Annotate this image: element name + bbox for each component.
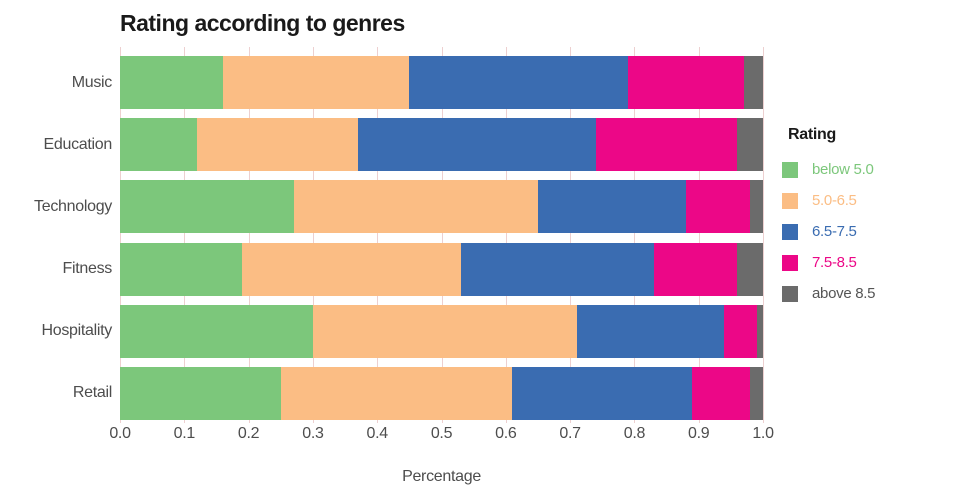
bar-segment-education-below-5-0 bbox=[120, 118, 198, 172]
bar-row-music bbox=[120, 56, 763, 109]
gridline-0.9 bbox=[698, 47, 700, 423]
bar-segment-fitness-7-5-8-5 bbox=[653, 242, 738, 296]
x-tick-0.9: 0.9 bbox=[688, 425, 710, 442]
chart-title: Rating according to genres bbox=[120, 10, 405, 36]
legend-swatch-above-8-5 bbox=[782, 285, 798, 302]
legend: Rating below 5.0 5.0-6.5 6.5-7.5 7.5-8.5 abo… bbox=[780, 126, 955, 309]
legend-item-below-5-0: below 5.0 bbox=[780, 154, 955, 185]
legend-label-7-5-8-5: 7.5-8.5 bbox=[812, 254, 857, 271]
gridline-0.5 bbox=[441, 47, 443, 423]
bar-segment-music-above-8-5 bbox=[743, 56, 763, 109]
bar-segment-fitness-above-8-5 bbox=[737, 242, 763, 296]
bar-segment-retail-7-5-8-5 bbox=[692, 366, 751, 420]
x-tick-0.2: 0.2 bbox=[237, 425, 260, 442]
bar-segment-technology-6-5-7-5 bbox=[537, 180, 686, 234]
bar-row-fitness bbox=[120, 242, 763, 296]
x-tick-1.0: 1.0 bbox=[752, 425, 774, 442]
gridline-0.2 bbox=[248, 47, 250, 423]
bar-segment-music-6-5-7-5 bbox=[409, 56, 628, 109]
x-tick-0.8: 0.8 bbox=[623, 425, 646, 442]
legend-swatch-5-0-6-5 bbox=[782, 192, 798, 209]
x-tick-0.7: 0.7 bbox=[559, 425, 581, 442]
bar-segment-hospitality-below-5-0 bbox=[120, 304, 313, 358]
y-label-fitness: Fitness bbox=[62, 260, 113, 277]
gridline-1.0 bbox=[763, 47, 764, 423]
bar-row-technology bbox=[120, 180, 763, 234]
bar-segment-education-5-0-6-5 bbox=[197, 118, 358, 172]
gridline-0.1 bbox=[184, 47, 186, 423]
bar-segment-hospitality-above-8-5 bbox=[756, 304, 763, 358]
x-tick-0.5: 0.5 bbox=[430, 425, 453, 442]
legend-items: below 5.0 5.0-6.5 6.5-7.5 7.5-8.5 above 8.5 bbox=[780, 154, 955, 309]
bar-segment-technology-below-5-0 bbox=[120, 180, 294, 234]
legend-label-above-8-5: above 8.5 bbox=[812, 285, 876, 302]
bar-row-education bbox=[120, 118, 763, 172]
legend-label-below-5-0: below 5.0 bbox=[812, 161, 874, 178]
legend-item-6-5-7-5: 6.5-7.5 bbox=[780, 216, 955, 247]
legend-title: Rating bbox=[788, 126, 836, 143]
x-tick-0.4: 0.4 bbox=[366, 425, 389, 442]
bar-segment-fitness-6-5-7-5 bbox=[460, 242, 654, 296]
bar-segment-education-above-8-5 bbox=[737, 118, 763, 172]
bar-segment-retail-above-8-5 bbox=[750, 366, 763, 420]
x-tick-0.0: 0.0 bbox=[109, 425, 131, 442]
plot-area bbox=[120, 47, 764, 423]
bar-segment-music-below-5-0 bbox=[120, 56, 223, 109]
gridline-0.0 bbox=[120, 47, 121, 423]
gridline-0.7 bbox=[570, 47, 572, 423]
bar-segment-technology-7-5-8-5 bbox=[685, 180, 751, 234]
y-label-education: Education bbox=[43, 135, 113, 153]
bar-row-retail bbox=[120, 366, 763, 420]
bar-segment-retail-5-0-6-5 bbox=[280, 366, 513, 420]
legend-label-5-0-6-5: 5.0-6.5 bbox=[812, 192, 857, 209]
bar-segment-music-7-5-8-5 bbox=[627, 56, 744, 109]
x-tick-0.3: 0.3 bbox=[302, 425, 324, 442]
bar-segment-hospitality-6-5-7-5 bbox=[576, 304, 725, 358]
y-label-music: Music bbox=[71, 73, 113, 91]
bar-segment-hospitality-7-5-8-5 bbox=[724, 304, 757, 358]
bar-segment-technology-above-8-5 bbox=[750, 180, 763, 234]
legend-item-above-8-5: above 8.5 bbox=[780, 278, 955, 309]
bar-segment-retail-below-5-0 bbox=[120, 366, 281, 420]
legend-swatch-below-5-0 bbox=[782, 161, 798, 178]
x-tick-0.1: 0.1 bbox=[173, 425, 196, 442]
bar-segment-music-5-0-6-5 bbox=[222, 56, 410, 109]
bar-segment-technology-5-0-6-5 bbox=[293, 180, 538, 234]
bar-segment-hospitality-5-0-6-5 bbox=[312, 304, 577, 358]
y-label-hospitality: Hospitality bbox=[41, 322, 112, 340]
legend-label-6-5-7-5: 6.5-7.5 bbox=[812, 223, 857, 240]
bar-segment-fitness-5-0-6-5 bbox=[242, 242, 461, 296]
gridline-0.8 bbox=[634, 47, 636, 423]
gridline-0.4 bbox=[377, 47, 379, 423]
bar-segment-retail-6-5-7-5 bbox=[512, 366, 693, 420]
bar-segment-education-6-5-7-5 bbox=[357, 118, 596, 172]
bar-segment-education-7-5-8-5 bbox=[595, 118, 738, 172]
x-tick-0.6: 0.6 bbox=[495, 425, 517, 442]
y-label-technology: Technology bbox=[34, 197, 112, 215]
bar-row-hospitality bbox=[120, 304, 763, 358]
bar-segment-fitness-below-5-0 bbox=[120, 242, 243, 296]
gridline-0.3 bbox=[312, 47, 314, 423]
legend-swatch-7-5-8-5 bbox=[782, 254, 798, 271]
legend-item-5-0-6-5: 5.0-6.5 bbox=[780, 185, 955, 216]
gridline-0.6 bbox=[505, 47, 507, 423]
x-axis-title: Percentage bbox=[402, 468, 481, 485]
legend-swatch-6-5-7-5 bbox=[782, 223, 798, 240]
y-label-retail: Retail bbox=[72, 384, 112, 402]
legend-item-7-5-8-5: 7.5-8.5 bbox=[780, 247, 955, 278]
